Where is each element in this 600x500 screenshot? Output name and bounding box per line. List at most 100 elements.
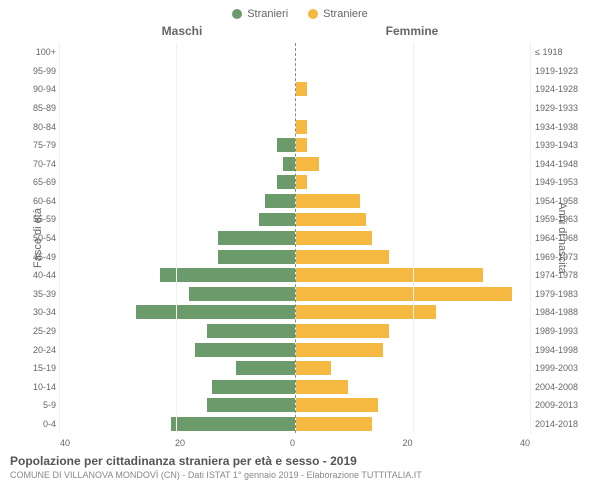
chart-row: 35-39 xyxy=(60,285,295,304)
legend-label-male: Stranieri xyxy=(247,8,288,20)
bar-male xyxy=(136,305,294,319)
chart-row: 75-79 xyxy=(60,136,295,155)
age-label: 60-64 xyxy=(8,196,56,206)
age-label: 100+ xyxy=(8,47,56,57)
chart-row: 10-14 xyxy=(60,377,295,396)
bar-female xyxy=(296,157,319,171)
bar-female xyxy=(296,398,378,412)
chart-container: Fasce di età Anni di nascita 100+95-9990… xyxy=(0,38,600,438)
birth-label: 1924-1928 xyxy=(535,84,595,94)
birth-label: 1984-1988 xyxy=(535,307,595,317)
gridline xyxy=(59,43,60,433)
age-label: 10-14 xyxy=(8,382,56,392)
chart-subtitle: COMUNE DI VILLANOVA MONDOVÌ (CN) - Dati … xyxy=(10,470,590,480)
x-tick: 20 xyxy=(402,438,412,448)
birth-label: 1974-1978 xyxy=(535,270,595,280)
birth-label: 1979-1983 xyxy=(535,289,595,299)
chart-row: 100+ xyxy=(60,43,295,62)
age-label: 0-4 xyxy=(8,419,56,429)
column-titles: Maschi Femmine xyxy=(0,24,600,38)
age-label: 45-49 xyxy=(8,252,56,262)
birth-label: 1919-1923 xyxy=(535,66,595,76)
age-label: 35-39 xyxy=(8,289,56,299)
age-label: 90-94 xyxy=(8,84,56,94)
chart-side-male: 100+95-9990-9485-8980-8475-7970-7465-696… xyxy=(60,43,295,433)
birth-label: 1934-1938 xyxy=(535,122,595,132)
bar-male xyxy=(236,361,295,375)
birth-label: 1994-1998 xyxy=(535,345,595,355)
bar-male xyxy=(265,194,294,208)
age-label: 15-19 xyxy=(8,363,56,373)
x-tick: 20 xyxy=(175,438,185,448)
birth-label: 1989-1993 xyxy=(535,326,595,336)
legend-male: Stranieri xyxy=(232,8,288,20)
chart-row: 30-34 xyxy=(60,303,295,322)
chart-row: 5-9 xyxy=(60,396,295,415)
age-label: 75-79 xyxy=(8,140,56,150)
legend: Stranieri Straniere xyxy=(0,0,600,24)
chart-row: 15-19 xyxy=(60,359,295,378)
chart-row: 50-54 xyxy=(60,229,295,248)
age-label: 25-29 xyxy=(8,326,56,336)
birth-label: 2014-2018 xyxy=(535,419,595,429)
footer: Popolazione per cittadinanza straniera p… xyxy=(0,448,600,480)
age-label: 95-99 xyxy=(8,66,56,76)
birth-label: 1929-1933 xyxy=(535,103,595,113)
chart-row: 25-29 xyxy=(60,322,295,341)
birth-label: 2004-2008 xyxy=(535,382,595,392)
bar-male xyxy=(212,380,294,394)
bar-male xyxy=(283,157,295,171)
bar-female xyxy=(296,417,372,431)
chart-row: 60-64 xyxy=(60,192,295,211)
x-tick: 40 xyxy=(60,438,70,448)
chart-row: 0-4 xyxy=(60,415,295,434)
bar-female xyxy=(296,287,513,301)
birth-label: ≤ 1918 xyxy=(535,47,595,57)
bar-male xyxy=(218,250,294,264)
gridline xyxy=(413,43,414,433)
x-tick: 40 xyxy=(520,438,530,448)
age-label: 65-69 xyxy=(8,177,56,187)
bar-male xyxy=(207,324,295,338)
chart-row: 20-24 xyxy=(60,340,295,359)
chart-row: 70-74 xyxy=(60,154,295,173)
legend-female: Straniere xyxy=(308,8,368,20)
age-label: 55-59 xyxy=(8,214,56,224)
age-label: 80-84 xyxy=(8,122,56,132)
title-male: Maschi xyxy=(162,24,203,38)
chart-row: 65-69 xyxy=(60,173,295,192)
title-female: Femmine xyxy=(386,24,439,38)
gridline xyxy=(176,43,177,433)
bar-male xyxy=(218,231,294,245)
gridline xyxy=(530,43,531,433)
age-label: 30-34 xyxy=(8,307,56,317)
bar-female xyxy=(296,213,366,227)
birth-label: 2009-2013 xyxy=(535,400,595,410)
bar-male xyxy=(207,398,295,412)
birth-label: 1999-2003 xyxy=(535,363,595,373)
bar-female xyxy=(296,380,349,394)
legend-swatch-female xyxy=(308,9,318,19)
chart-row: 80-84 xyxy=(60,117,295,136)
birth-label: 1939-1943 xyxy=(535,140,595,150)
bar-female xyxy=(296,82,308,96)
birth-label: 1969-1973 xyxy=(535,252,595,262)
x-axis: 02040 2040 xyxy=(0,438,600,448)
chart-row: 95-99 xyxy=(60,62,295,81)
bar-female xyxy=(296,343,384,357)
bar-female xyxy=(296,361,331,375)
age-label: 40-44 xyxy=(8,270,56,280)
bar-male xyxy=(277,138,295,152)
bar-male xyxy=(195,343,295,357)
bar-male xyxy=(259,213,294,227)
bar-male xyxy=(189,287,295,301)
bar-male xyxy=(277,175,295,189)
birth-label: 1944-1948 xyxy=(535,159,595,169)
chart-row: 85-89 xyxy=(60,99,295,118)
bar-female xyxy=(296,175,308,189)
chart-row: 45-49 xyxy=(60,247,295,266)
bar-female xyxy=(296,120,308,134)
birth-label: 1964-1968 xyxy=(535,233,595,243)
bar-female xyxy=(296,305,437,319)
age-label: 5-9 xyxy=(8,400,56,410)
